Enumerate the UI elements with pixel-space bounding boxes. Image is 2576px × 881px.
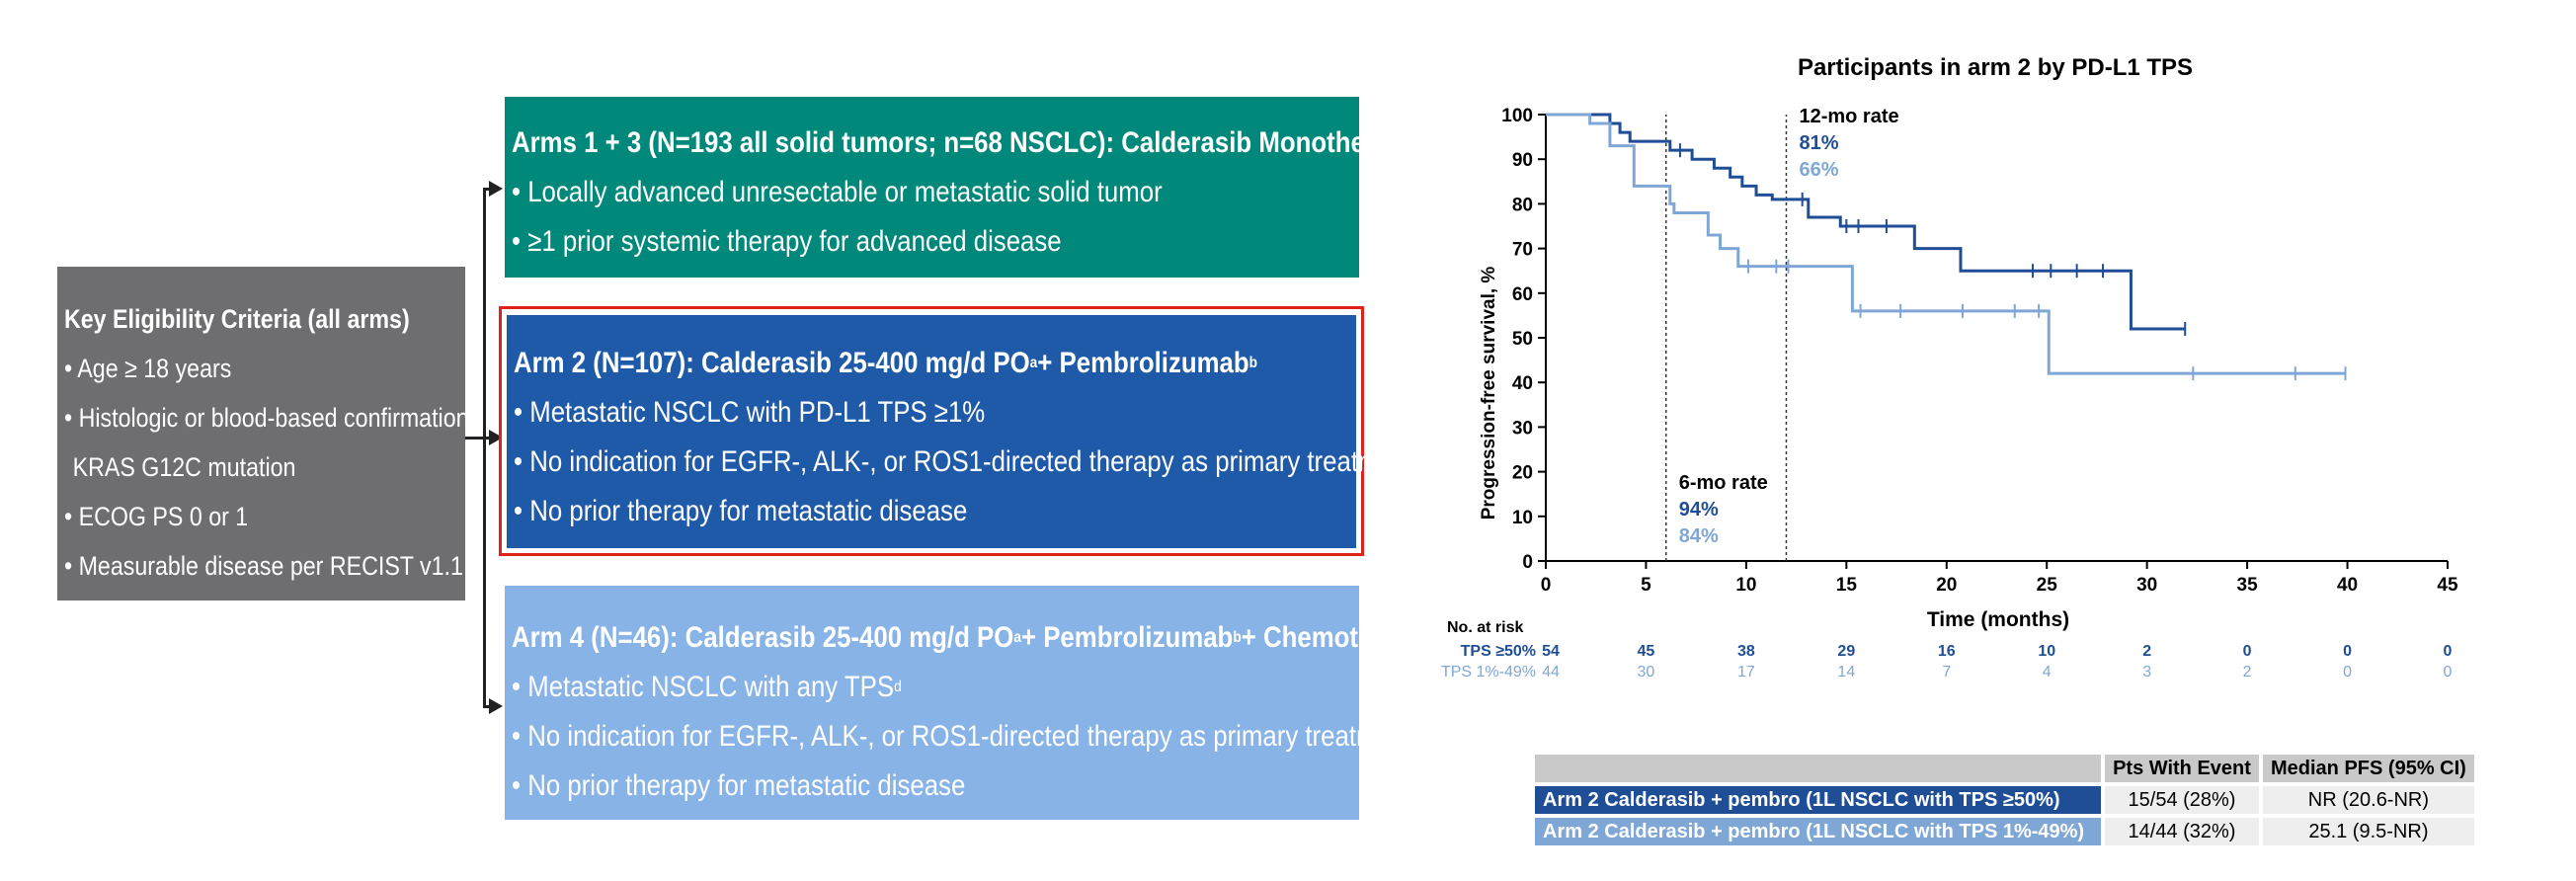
annotation-value-tps50: 94% [1679,499,1719,521]
table-header-median: Median PFS (95% CI) [2263,755,2474,782]
pfs-summary-table: Pts With Event Median PFS (95% CI) Arm 2… [1531,751,2478,849]
table-row: Arm 2 Calderasib + pembro (1L NSCLC with… [1535,818,2474,845]
risk-row-label: TPS ≥50% [1461,643,1536,660]
connector-branch [483,705,491,708]
km-curve-series-0 [1546,113,2186,331]
arm2-item: • No prior therapy for metastatic diseas… [514,495,968,527]
table-header-events: Pts With Event [2105,755,2259,782]
arm4-box: Arm 4 (N=46): Calderasib 25-400 mg/d PO a… [505,586,1450,820]
risk-count: 0 [2444,664,2453,681]
risk-count: 3 [2142,664,2151,681]
arm4-item: • No prior therapy for metastatic diseas… [512,769,966,802]
x-tick-label: 5 [1641,575,1651,596]
eligibility-item: KRAS G12C mutation [72,451,296,482]
risk-count: 0 [2444,643,2453,660]
x-axis-label: Time (months) [1927,608,2069,631]
arm4-title: Arm 4 (N=46): Calderasib 25-400 mg/d PO a… [512,621,1450,654]
eligibility-item: • Measurable disease per RECIST v1.1 [64,550,463,581]
risk-count: 16 [1938,643,1956,660]
table-header-row: Pts With Event Median PFS (95% CI) [1535,755,2474,782]
risk-count: 45 [1638,643,1655,660]
arrow-arm4 [489,698,503,714]
km-curve-series-1 [1546,113,2346,375]
x-tick-label: 30 [2136,575,2157,596]
risk-count: 4 [2043,664,2052,681]
risk-row-label: TPS 1%-49% [1441,664,1536,681]
x-tick-label: 35 [2237,575,2259,596]
table-cell-median: 25.1 (9.5-NR) [2263,818,2474,845]
eligibility-item: • Age ≥ 18 years [64,353,232,383]
x-tick-label: 10 [1735,575,1756,596]
y-tick-label: 20 [1512,463,1533,484]
table-row-label: Arm 2 Calderasib + pembro (1L NSCLC with… [1535,786,2101,814]
arm4-item: • Metastatic NSCLC with any TPS d [512,671,902,703]
risk-count: 10 [2038,643,2055,660]
annotation-value-tps50: 81% [1799,132,1838,154]
table-cell-events: 15/54 (28%) [2105,786,2259,814]
y-axis-label: Progression-free survival, % [1479,267,1499,521]
arm2-item: • No indication for EGFR-, ALK-, or ROS1… [514,445,1415,478]
x-tick-label: 25 [2037,575,2058,596]
arm13-item: • ≥1 prior systemic therapy for advanced… [512,225,1062,258]
y-tick-label: 70 [1512,240,1533,261]
connector-branch [483,437,493,440]
annotation-label: 12-mo rate [1799,106,1898,127]
x-tick-label: 45 [2437,575,2458,596]
risk-count: 38 [1737,643,1755,660]
risk-count: 0 [2243,643,2252,660]
x-tick-label: 0 [1541,575,1552,596]
risk-count: 29 [1837,643,1855,660]
table-row: Arm 2 Calderasib + pembro (1L NSCLC with… [1535,786,2474,814]
table-header-blank [1535,755,2101,782]
annotation-value-tps1-49: 66% [1799,159,1838,181]
risk-count: 0 [2343,664,2352,681]
y-tick-label: 100 [1501,106,1533,126]
risk-count: 0 [2343,643,2352,660]
y-tick-label: 0 [1522,552,1533,573]
y-tick-label: 60 [1512,284,1533,305]
risk-count: 2 [2142,643,2151,660]
eligibility-item: • Histologic or blood-based confirmation… [64,402,495,433]
table-cell-median: NR (20.6-NR) [2263,786,2474,814]
arm2-title: Arm 2 (N=107): Calderasib 25-400 mg/d PO… [514,347,1258,379]
connector-vertical [483,188,486,707]
table-cell-events: 14/44 (32%) [2105,818,2259,845]
eligibility-box: Key Eligibility Criteria (all arms) • Ag… [57,267,495,601]
connector-horizontal [465,437,486,440]
arm13-box: Arms 1 + 3 (N=193 all solid tumors; n=68… [505,97,1625,278]
chart-title: Participants in arm 2 by PD-L1 TPS [1798,54,2193,81]
eligibility-item: • ECOG PS 0 or 1 [64,501,249,531]
risk-count: 7 [1942,664,1951,681]
arm13-title-sup: a [1617,134,1625,151]
risk-count: 44 [1542,664,1560,681]
connector-branch [483,188,491,191]
x-tick-label: 40 [2337,575,2358,596]
risk-count: 30 [1638,664,1655,681]
y-tick-label: 50 [1512,329,1533,350]
arm2-box: Arm 2 (N=107): Calderasib 25-400 mg/d PO… [507,315,1415,548]
y-tick-label: 40 [1512,373,1533,394]
risk-count: 54 [1542,643,1560,660]
x-tick-label: 20 [1936,575,1957,596]
y-tick-label: 30 [1512,418,1533,439]
arm2-item: • Metastatic NSCLC with PD-L1 TPS ≥1% [514,396,986,429]
eligibility-title: Key Eligibility Criteria (all arms) [64,303,410,334]
y-tick-label: 80 [1512,195,1533,215]
risk-count: 2 [2243,664,2252,681]
risk-count: 17 [1737,664,1755,681]
table-row-label: Arm 2 Calderasib + pembro (1L NSCLC with… [1535,818,2101,845]
annotation-label: 6-mo rate [1679,472,1768,494]
arm13-title: Arms 1 + 3 (N=193 all solid tumors; n=68… [512,126,1625,159]
arm4-item: • No indication for EGFR-, ALK-, or ROS1… [512,720,1413,753]
risk-count: 14 [1837,664,1855,681]
arm13-item: • Locally advanced unresectable or metas… [512,176,1163,208]
arrow-arm13 [489,181,503,197]
annotation-value-tps1-49: 84% [1679,525,1719,547]
x-tick-label: 15 [1836,575,1858,596]
risk-table-header: No. at risk [1447,619,1523,636]
y-tick-label: 10 [1512,508,1533,528]
